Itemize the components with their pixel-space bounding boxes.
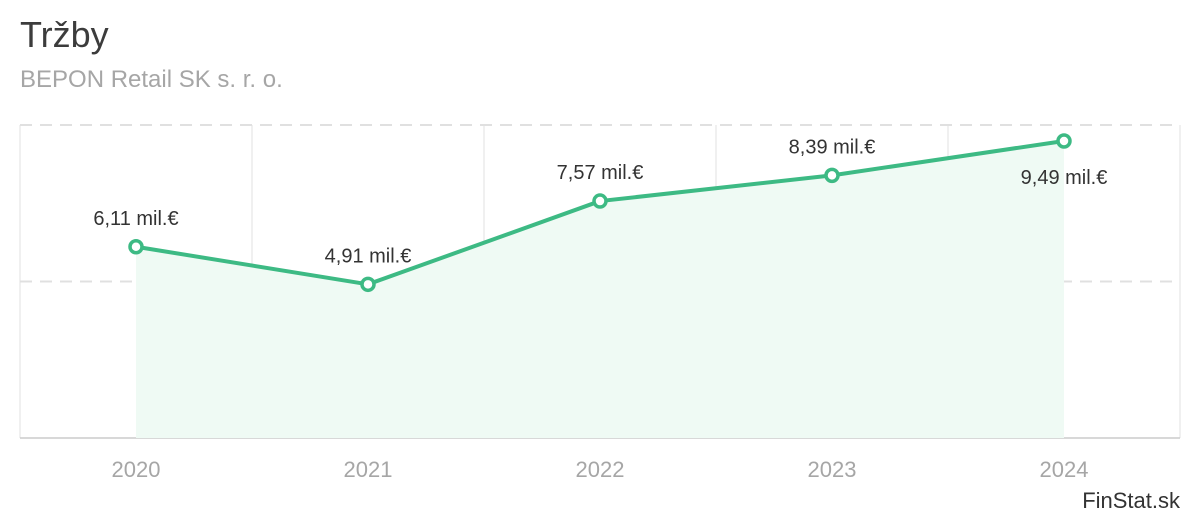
- x-tick-label: 2023: [808, 457, 857, 482]
- data-point: [824, 167, 840, 184]
- data-point: [128, 239, 144, 255]
- data-point: [360, 276, 376, 293]
- x-tick-label: 2022: [576, 457, 625, 482]
- data-point: [592, 193, 608, 209]
- data-label: 7,57 mil.€: [557, 162, 644, 184]
- data-label: 8,39 mil.€: [789, 136, 876, 158]
- chart-subtitle: BEPON Retail SK s. r. o.: [20, 66, 283, 93]
- data-label: 4,91 mil.€: [325, 245, 412, 267]
- data-point: [1056, 133, 1072, 149]
- data-label: 9,49 mil.€: [1021, 167, 1108, 189]
- x-tick-label: 2020: [112, 457, 161, 482]
- finstat-credit-link[interactable]: FinStat.sk: [1082, 488, 1180, 513]
- chart-title: Tržby: [20, 14, 109, 55]
- data-label: 6,11 mil.€: [93, 208, 178, 230]
- series-area: [136, 140, 1064, 438]
- x-tick-label: 2024: [1040, 457, 1089, 482]
- x-tick-label: 2021: [344, 457, 393, 482]
